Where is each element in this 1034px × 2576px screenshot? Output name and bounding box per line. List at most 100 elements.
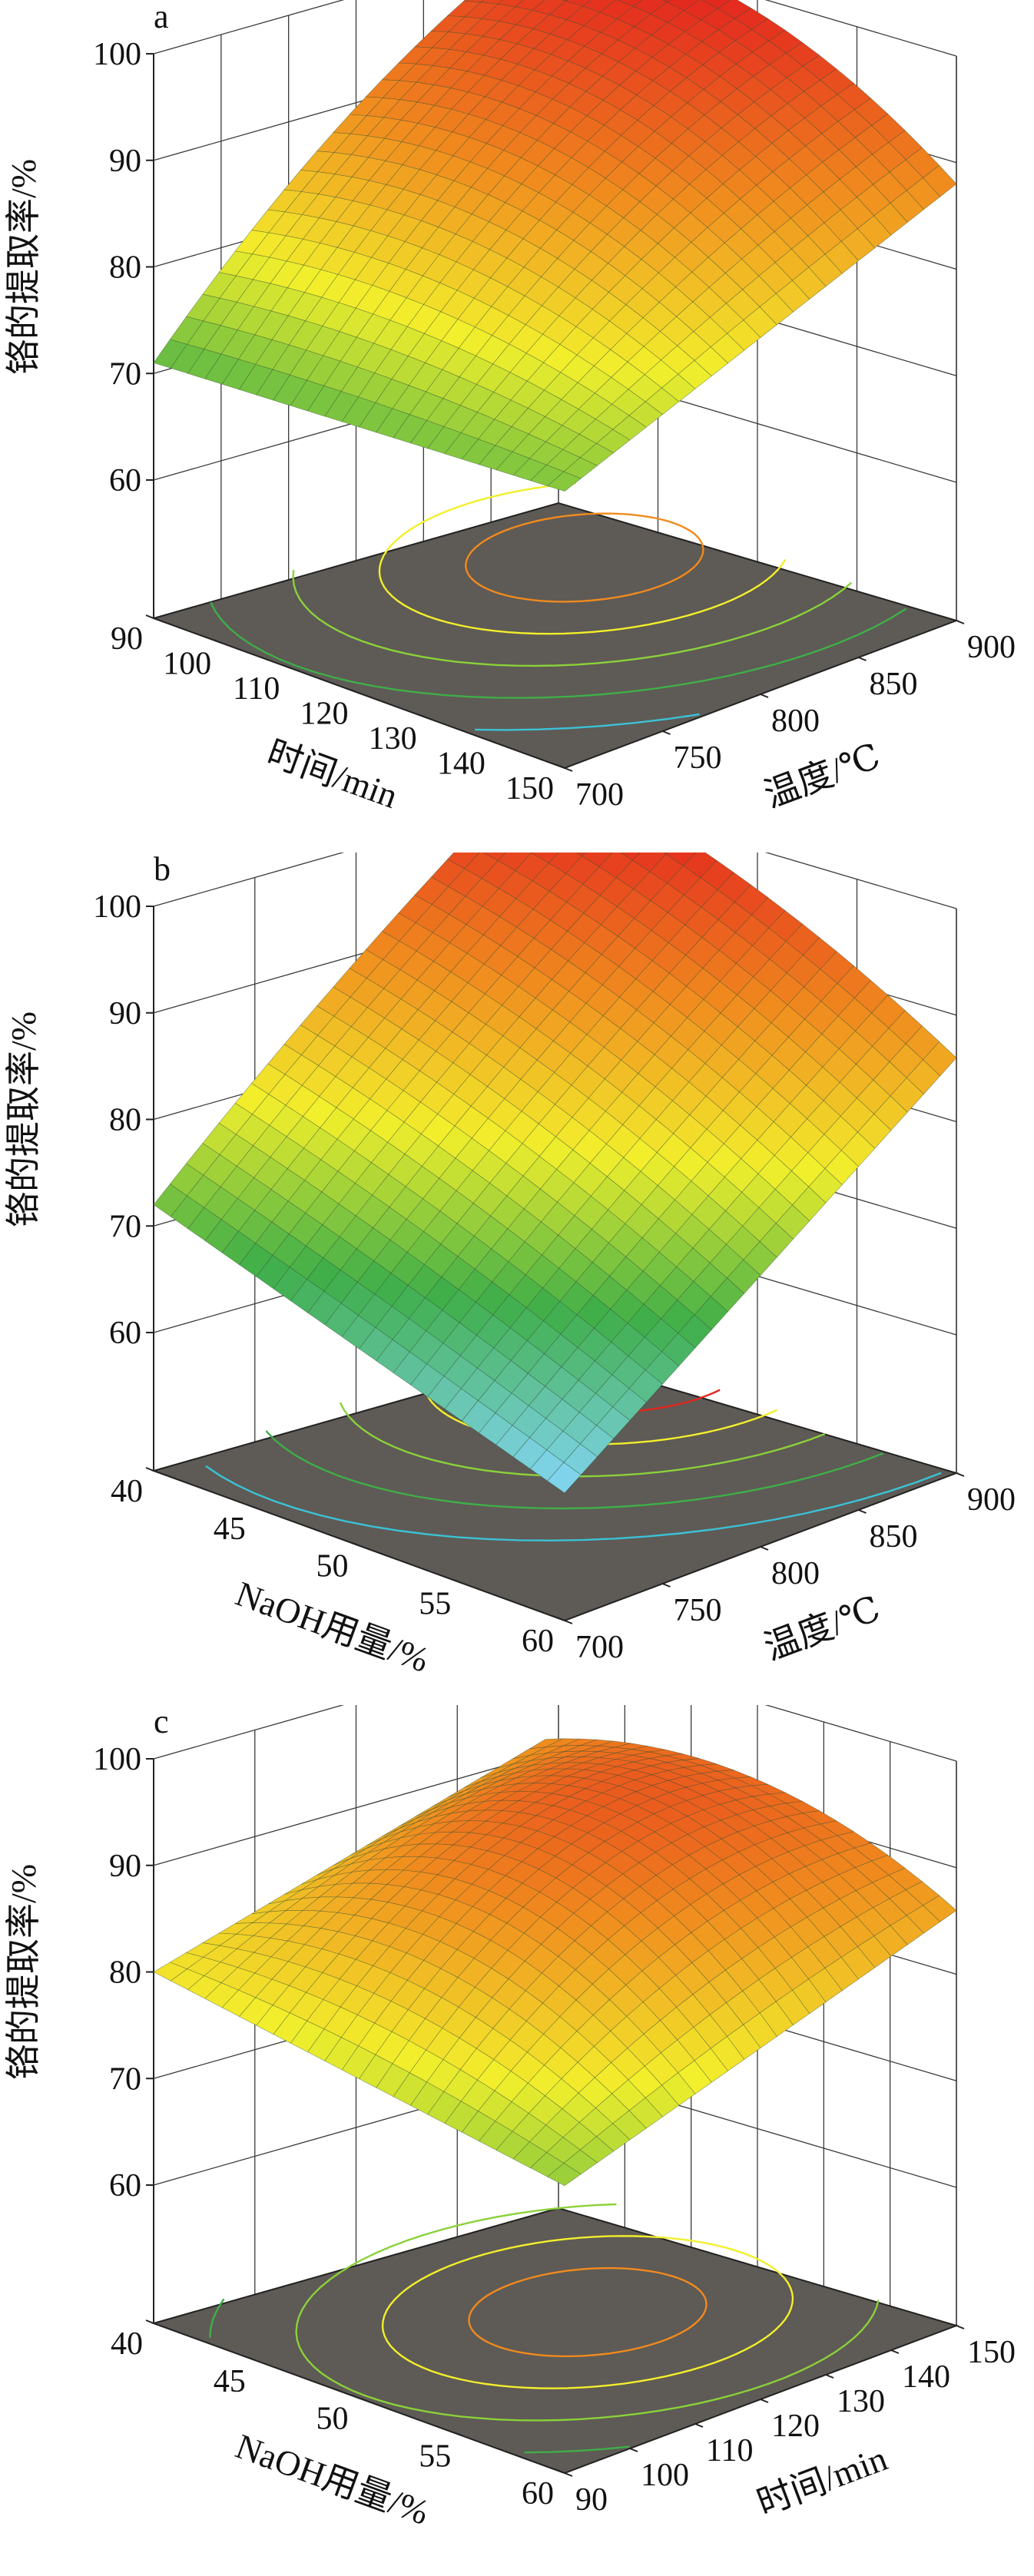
wall-gridline <box>764 1705 957 1762</box>
y-tick-label: 60 <box>522 1624 554 1659</box>
x-tick-label: 140 <box>902 2359 950 2395</box>
surface-mesh-1 <box>153 853 957 1494</box>
y-tick-label: 40 <box>111 2326 143 2362</box>
x-tick-label: 150 <box>967 2335 1016 2370</box>
z-tick-label: 80 <box>109 250 141 286</box>
y-axis-label: NaOH用量/% <box>230 2426 434 2532</box>
z-tick-label: 80 <box>109 1103 141 1138</box>
x-tick-label: 850 <box>870 667 918 702</box>
x-tick-label: 900 <box>967 1482 1016 1518</box>
x-ticks-2: 90 100 110 120 130 140 150 <box>564 2325 1016 2518</box>
x-tick-mark <box>956 620 965 624</box>
wall-gridline <box>764 853 957 909</box>
y-tick-label: 150 <box>505 771 554 806</box>
x-tick-mark <box>662 730 671 735</box>
z-tick-label: 80 <box>109 1955 141 1991</box>
x-tick-mark <box>956 1472 965 1477</box>
floor-contours-0 <box>210 482 907 731</box>
x-tick-label: 700 <box>575 1630 624 1665</box>
surface-cell <box>547 2163 582 2187</box>
contour-line <box>292 570 853 667</box>
z-tick-label: 100 <box>93 37 141 72</box>
surface-cell <box>661 0 671 3</box>
y-tick-label: 55 <box>419 1586 451 1621</box>
x-tick-mark <box>564 767 573 772</box>
z-ticks-2: 60 70 80 90 100 <box>93 1742 154 2204</box>
x-tick-label: 120 <box>771 2409 820 2444</box>
x-tick-mark <box>956 2325 965 2329</box>
z-axis-label: 铬的提取率/% <box>4 159 43 375</box>
y-tick-mark <box>248 1504 257 1509</box>
chart-panel-a: 60 70 80 90 100 铬的提取率/% a 90 100 110 120 130 140 150 时… <box>0 0 1034 853</box>
x-axis-label: 时间/min <box>752 2439 893 2523</box>
floor-contours-1 <box>205 1333 942 1542</box>
y-tick-mark <box>556 764 565 769</box>
x-axis-label: 温度/℃ <box>759 1589 885 1668</box>
x-tick-mark <box>858 1509 867 1514</box>
z-tick-label: 90 <box>109 996 141 1031</box>
surface-cell <box>547 471 582 492</box>
y-ticks-2: 40 45 50 55 60 <box>111 2319 565 2511</box>
x-tick-mark <box>564 1620 573 1624</box>
floor-contours-2 <box>210 2203 951 2452</box>
x-tick-mark <box>662 1583 671 1588</box>
y-axis-label: NaOH用量/% <box>230 1574 434 1680</box>
y-tick-mark <box>145 2319 154 2324</box>
contour-line <box>339 1402 826 1478</box>
panel-label: a <box>154 0 169 35</box>
x-axis-label: 温度/℃ <box>759 737 885 816</box>
x-tick-mark <box>629 2448 638 2452</box>
z-tick-label: 100 <box>93 889 141 925</box>
x-tick-mark <box>760 2399 769 2403</box>
x-tick-label: 130 <box>837 2384 885 2419</box>
panel-label: b <box>154 853 171 888</box>
y-tick-mark <box>145 614 154 619</box>
z-tick-label: 60 <box>109 463 141 498</box>
surface-chart-c: 60 70 80 90 100 铬的提取率/% c 40 45 50 55 60 NaOH用量/% 90 1… <box>4 1705 1016 2532</box>
surface-cell <box>575 853 586 856</box>
surface-chart-a: 60708090100铬的提取率/%a90100110120130140150时… <box>4 0 1016 816</box>
x-ticks-0: 700 750 800 850 900 <box>564 620 1016 813</box>
y-tick-label: 45 <box>214 2364 246 2399</box>
y-tick-mark <box>351 689 360 694</box>
x-tick-mark <box>858 657 867 661</box>
chart-panel-c: 60 70 80 90 100 铬的提取率/% c 40 45 50 55 60 NaOH用量/% 90 1… <box>0 1705 1034 2558</box>
y-ticks-1: 40 45 50 55 60 <box>111 1467 565 1659</box>
surface-chart-b: 60 70 80 90 100 铬的提取率/% b 40 45 50 55 60 NaOH用量/% 700… <box>4 853 1016 1680</box>
y-tick-label: 50 <box>316 1549 349 1584</box>
y-tick-label: 45 <box>214 1511 246 1547</box>
y-tick-label: 140 <box>437 747 486 782</box>
chart-panel-b: 60 70 80 90 100 铬的提取率/% b 40 45 50 55 60 NaOH用量/% 700… <box>0 853 1034 1705</box>
contour-line <box>475 713 700 731</box>
y-tick-mark <box>145 1467 154 1472</box>
y-tick-mark <box>351 2394 360 2399</box>
x-tick-label: 800 <box>771 1556 820 1591</box>
x-tick-mark <box>825 2374 834 2379</box>
x-tick-label: 850 <box>870 1519 918 1555</box>
y-tick-label: 60 <box>522 2476 554 2511</box>
surface-cell <box>547 1462 582 1494</box>
y-tick-mark <box>419 714 429 719</box>
x-tick-label: 900 <box>967 630 1016 665</box>
y-tick-mark <box>488 739 497 744</box>
contour-line <box>205 1465 942 1542</box>
contour-line <box>468 2266 708 2358</box>
wall-gridline <box>764 0 957 57</box>
x-tick-mark <box>760 1546 769 1551</box>
z-tick-label: 60 <box>109 2168 141 2204</box>
x-tick-mark <box>890 2349 900 2354</box>
y-tick-mark <box>556 1617 565 1621</box>
z-tick-label: 90 <box>109 1849 141 1884</box>
z-ticks-1: 60 70 80 90 100 <box>93 889 154 1351</box>
y-tick-label: 90 <box>111 621 143 657</box>
contour-line <box>378 482 787 635</box>
x-tick-label: 100 <box>641 2458 689 2493</box>
y-tick-label: 100 <box>163 647 211 682</box>
panel-label: c <box>154 1705 169 1740</box>
x-tick-label: 90 <box>575 2482 608 2518</box>
z-axis-label: 铬的提取率/% <box>4 1012 43 1227</box>
z-axis-label: 铬的提取率/% <box>4 1864 43 2080</box>
y-tick-mark <box>453 1579 462 1584</box>
z-tick-label: 70 <box>109 356 141 392</box>
y-tick-label: 50 <box>316 2402 349 2437</box>
